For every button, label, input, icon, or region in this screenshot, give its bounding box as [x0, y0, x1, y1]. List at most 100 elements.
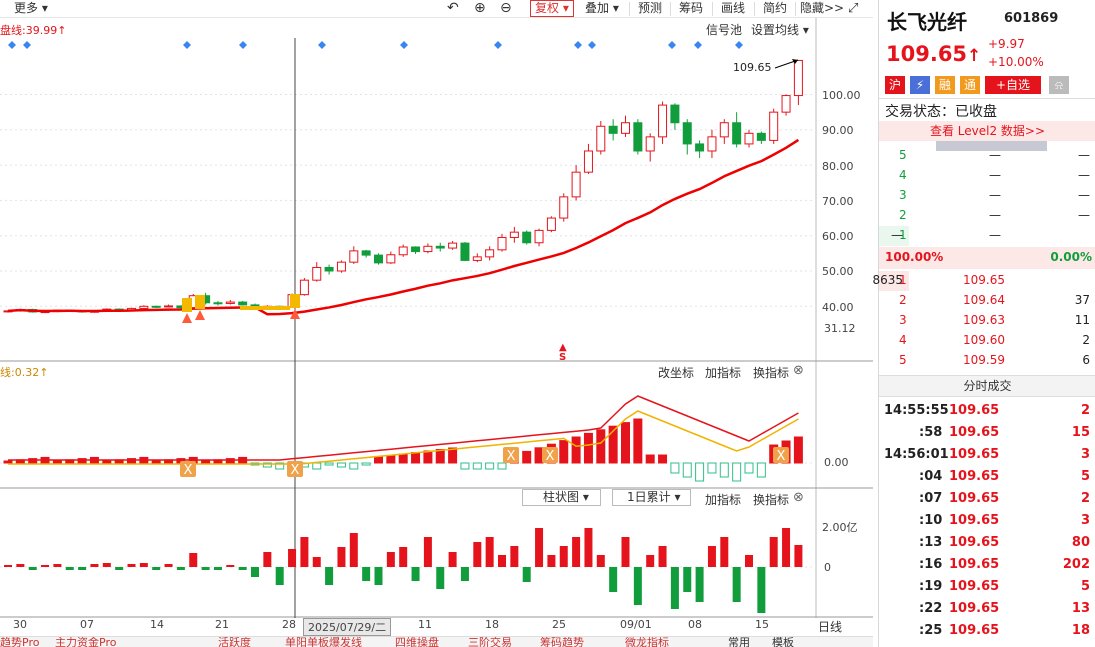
tab-main-funds[interactable]: 主力资金Pro: [55, 636, 117, 647]
candle-body: [299, 279, 309, 296]
signal-diamond-icon[interactable]: [494, 41, 502, 49]
x-tick: 18: [485, 618, 499, 631]
close-icon[interactable]: ⊗: [793, 363, 804, 378]
period-label[interactable]: 日线: [818, 620, 843, 634]
tick-row: :16 109.65 202: [879, 555, 1095, 575]
price-marker-label: 109.65: [733, 61, 772, 74]
macd-bar: [460, 462, 470, 470]
signal-diamond-icon[interactable]: [8, 41, 16, 49]
zoom-out-icon[interactable]: ⊖: [500, 0, 512, 16]
change-coord-button[interactable]: 改坐标: [658, 366, 695, 380]
macd-bar: [583, 432, 593, 464]
hide-button[interactable]: 隐藏>>: [800, 1, 845, 15]
tab-activity[interactable]: 活跃度: [218, 636, 251, 647]
candle-body: [756, 132, 766, 141]
cross-signal-icon[interactable]: [542, 447, 558, 463]
add-indicator-button[interactable]: 加指标: [705, 366, 742, 380]
sh-market-tag[interactable]: 沪: [885, 76, 905, 94]
lightning-icon[interactable]: ⚡: [910, 76, 930, 94]
candle-body: [349, 250, 359, 263]
sell-order-row: 4 — —: [879, 166, 1095, 186]
vol-switch-indicator-button[interactable]: 换指标: [753, 493, 790, 507]
tick-row: :13 109.65 80: [879, 533, 1095, 553]
tick-volume: 202: [1062, 557, 1090, 572]
tab-dragon-indicator[interactable]: 微龙指标: [625, 636, 669, 647]
tab-four-dimension[interactable]: 四维操盘: [395, 636, 439, 647]
svg-text:X: X: [507, 449, 516, 464]
undo-icon[interactable]: ↶: [447, 0, 459, 16]
level2-link[interactable]: 查看 Level2 数据>>: [879, 121, 1095, 141]
signal-pool-button[interactable]: 信号池: [706, 23, 743, 37]
bell-icon[interactable]: ⍾: [1049, 76, 1069, 94]
chips-button[interactable]: 筹码: [679, 1, 704, 15]
x-tick: 11: [418, 618, 432, 631]
candle-body: [485, 249, 495, 258]
buy-price: 109.63: [963, 313, 1005, 327]
buy-signal-block: [195, 295, 205, 309]
signal-diamond-icon[interactable]: [588, 41, 596, 49]
switch-indicator-button[interactable]: 换指标: [753, 366, 790, 380]
more-menu[interactable]: 更多 ▾: [14, 1, 48, 15]
signal-diamond-icon[interactable]: [668, 41, 676, 49]
tab-template[interactable]: 模板: [772, 636, 794, 647]
volume-bar: [28, 567, 37, 570]
candle-body: [398, 246, 408, 256]
tick-row: :04 109.65 5: [879, 467, 1095, 487]
vol-close-icon[interactable]: ⊗: [793, 490, 804, 505]
chart-type-select[interactable]: 柱状图 ▾: [522, 489, 601, 506]
signal-diamond-icon[interactable]: [694, 41, 702, 49]
kline-chart[interactable]: X XX X X: [0, 18, 873, 636]
add-watchlist-button[interactable]: +自选: [985, 76, 1041, 94]
candle-body: [522, 231, 532, 244]
vol-add-indicator-button[interactable]: 加指标: [705, 493, 742, 507]
fuquan-dropdown[interactable]: 复权 ▾: [530, 0, 574, 17]
tab-trend-pro[interactable]: 趋势Pro: [0, 636, 40, 647]
cross-signal-icon[interactable]: [180, 461, 196, 477]
period-select[interactable]: 1日累计 ▾: [612, 489, 691, 506]
tab-breakout-line[interactable]: 单阳单板爆发线: [285, 636, 362, 647]
period-value: 1日累计: [627, 490, 671, 504]
buy-order-row: 4 109.60 2: [879, 331, 1095, 351]
signal-diamond-icon[interactable]: [318, 41, 326, 49]
candle-body: [213, 302, 223, 305]
rocket-icon[interactable]: [195, 310, 205, 320]
signal-diamond-icon[interactable]: [735, 41, 743, 49]
tab-three-stage[interactable]: 三阶交易: [468, 636, 512, 647]
rocket-icon[interactable]: [290, 309, 300, 319]
cross-signal-icon[interactable]: [503, 447, 519, 463]
buy-price: 109.60: [963, 333, 1005, 347]
cross-signal-icon[interactable]: [287, 461, 303, 477]
cross-signal-icon[interactable]: [773, 447, 789, 463]
y-tick: 70.00: [822, 194, 854, 208]
forecast-button[interactable]: 预测: [638, 1, 663, 15]
overlay-dropdown[interactable]: 叠加 ▾: [585, 1, 619, 15]
macd-bar: [695, 462, 705, 482]
signal-diamond-icon[interactable]: [574, 41, 582, 49]
tab-common[interactable]: 常用: [728, 636, 750, 647]
set-ma-button[interactable]: 设置均线 ▾: [751, 23, 809, 37]
draw-line-button[interactable]: 画线: [721, 1, 746, 15]
candle-body: [608, 125, 618, 134]
fullscreen-icon[interactable]: ⤢: [848, 1, 859, 16]
simple-button[interactable]: 简约: [763, 1, 788, 15]
volume-bar: [670, 567, 679, 609]
macd-bar: [28, 458, 38, 464]
y-axis-labels: 100.00 90.00 80.00 70.00 60.00 50.00 40.…: [822, 89, 872, 336]
macd-bar: [151, 460, 161, 464]
tab-chip-trend[interactable]: 筹码趋势: [540, 636, 584, 647]
rocket-icon[interactable]: [182, 313, 192, 323]
tick-volume: 5: [1080, 579, 1090, 594]
margin-tag[interactable]: 融: [935, 76, 955, 94]
sell-order-row: 3 — —: [879, 186, 1095, 206]
volume-bar: [399, 547, 408, 567]
sell-price: —: [989, 228, 1001, 242]
tick-price: 109.65: [949, 447, 1000, 462]
connect-tag[interactable]: 通: [960, 76, 980, 94]
macd-bar: [534, 447, 544, 464]
zoom-in-icon[interactable]: ⊕: [474, 0, 486, 16]
signal-diamond-icon[interactable]: [183, 41, 191, 49]
sell-level: 2: [899, 208, 907, 222]
signal-diamond-icon[interactable]: [239, 41, 247, 49]
signal-diamond-icon[interactable]: [400, 41, 408, 49]
signal-diamond-icon[interactable]: [23, 41, 31, 49]
